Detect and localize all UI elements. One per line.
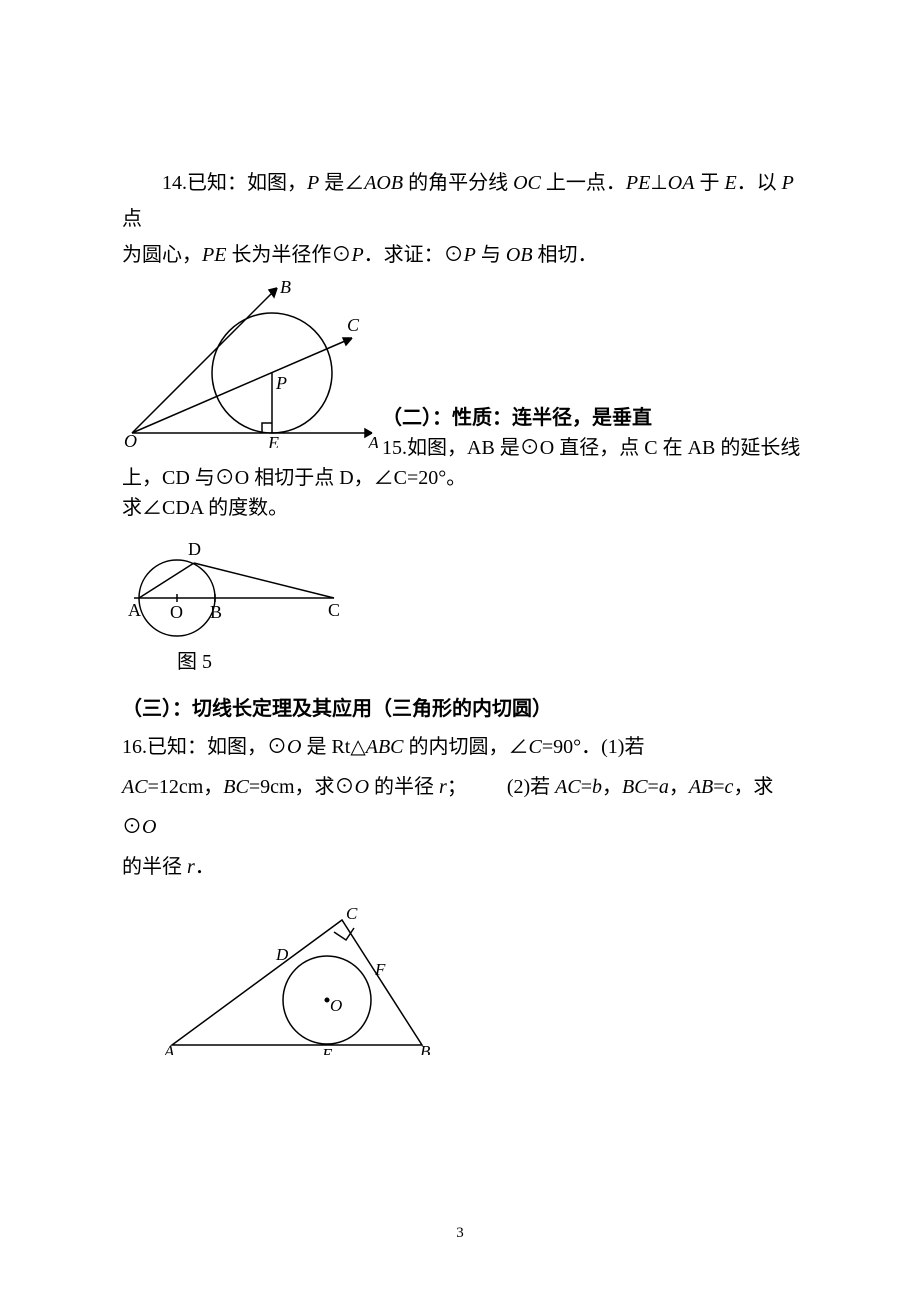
lbl-O: O <box>330 996 342 1015</box>
t: 14.已知：如图， <box>162 172 307 194</box>
lbl-E: E <box>267 433 279 448</box>
q14-line1: 14.已知：如图，P 是∠AOB 的角平分线 OC 上一点．PE⊥OA 于 E．… <box>122 165 802 237</box>
var: a <box>659 776 669 798</box>
var: OC <box>513 172 541 194</box>
fig14-svg: O E A B C P <box>122 273 382 448</box>
q16-line2: AC=12cm，BC=9cm，求⊙O 的半径 r； (2)若 AC=b，BC=a… <box>122 767 802 847</box>
var: AB <box>689 776 713 798</box>
t: ， <box>602 776 622 798</box>
page: 14.已知：如图，P 是∠AOB 的角平分线 OC 上一点．PE⊥OA 于 E．… <box>0 0 920 1302</box>
gap <box>467 776 507 798</box>
var: PE <box>202 244 226 266</box>
section2-and-q15: （二）：性质：连半径，是垂直 15.如图，AB 是⊙O 直径，点 C 在 AB … <box>382 403 802 463</box>
fig14-row: O E A B C P （二）：性质：连半径，是垂直 15.如图，AB 是⊙O … <box>122 273 802 463</box>
fig5: A O B C D 图 5 <box>122 533 802 674</box>
t: 于 <box>694 172 724 194</box>
t: = <box>581 776 592 798</box>
t: ．求证：⊙ <box>364 244 464 266</box>
t: 是∠ <box>319 172 364 194</box>
var: P <box>464 244 476 266</box>
q14-text: 14.已知：如图，P 是∠AOB 的角平分线 OC 上一点．PE⊥OA 于 E．… <box>122 165 802 273</box>
var: r <box>187 856 195 878</box>
lbl-B: B <box>420 1042 431 1055</box>
t: =9cm，求⊙ <box>249 776 355 798</box>
t: =12cm， <box>148 776 224 798</box>
var: BC <box>223 776 249 798</box>
lbl-D: D <box>275 945 289 964</box>
t: 与 <box>476 244 506 266</box>
t: 的角平分线 <box>403 172 513 194</box>
lbl-E: E <box>321 1045 333 1055</box>
section2-title: （二）：性质：连半径，是垂直 <box>382 403 802 433</box>
lbl-O: O <box>124 431 137 448</box>
t: 为圆心， <box>122 244 202 266</box>
var: b <box>592 776 602 798</box>
lbl-F: F <box>374 960 386 979</box>
lbl-C: C <box>347 315 360 335</box>
lbl-A: A <box>128 600 141 620</box>
lbl-P: P <box>275 373 287 393</box>
t: = <box>648 776 659 798</box>
t: 相切． <box>533 244 598 266</box>
var: AOB <box>364 172 403 194</box>
var: P <box>351 244 363 266</box>
var: C <box>529 736 542 758</box>
content-area: 14.已知：如图，P 是∠AOB 的角平分线 OC 上一点．PE⊥OA 于 E．… <box>122 165 802 1060</box>
fig14: O E A B C P <box>122 273 382 453</box>
var: O <box>355 776 369 798</box>
t: ．以 <box>737 172 782 194</box>
t: ． <box>195 856 215 878</box>
t: 16.已知：如图，⊙ <box>122 736 287 758</box>
fig5-caption: 图 5 <box>177 645 802 674</box>
q15-rest: 上，CD 与⊙O 相切于点 D，∠C=20°。 求∠CDA 的度数。 <box>122 463 802 523</box>
t: 的内切圆，∠ <box>404 736 529 758</box>
section3-title: （三）：切线长定理及其应用（三角形的内切圆） <box>122 692 802 721</box>
var: OA <box>668 172 695 194</box>
page-number: 3 <box>0 1225 920 1242</box>
lbl-A: A <box>163 1042 175 1055</box>
var: BC <box>622 776 648 798</box>
lbl-D: D <box>188 539 201 559</box>
t: (2)若 <box>507 776 555 798</box>
q15-line2: 上，CD 与⊙O 相切于点 D，∠C=20°。 <box>122 463 802 493</box>
lbl-C: C <box>346 905 358 923</box>
q15-line1: 15.如图，AB 是⊙O 直径，点 C 在 AB 的延长线 <box>382 433 802 463</box>
var: E <box>724 172 736 194</box>
var: PE <box>626 172 650 194</box>
t: 是 Rt△ <box>301 736 365 758</box>
t: ； <box>447 776 467 798</box>
var: O <box>287 736 301 758</box>
fig16-svg: A B C D F E O <box>162 905 442 1055</box>
var: P <box>307 172 319 194</box>
var: ABC <box>366 736 404 758</box>
t: 的半径 <box>369 776 439 798</box>
t: 点 <box>122 208 142 230</box>
var: r <box>439 776 447 798</box>
fig5-svg: A O B C D <box>122 533 352 638</box>
q16-line1: 16.已知：如图，⊙O 是 Rt△ABC 的内切圆，∠C=90°．(1)若 <box>122 727 802 767</box>
var: P <box>782 172 794 194</box>
lbl-B: B <box>280 277 291 297</box>
lbl-O: O <box>170 602 183 622</box>
lbl-C: C <box>328 600 340 620</box>
q16-text: 16.已知：如图，⊙O 是 Rt△ABC 的内切圆，∠C=90°．(1)若 AC… <box>122 727 802 887</box>
t: =90°．(1)若 <box>542 736 645 758</box>
t: ⊥ <box>650 172 667 194</box>
q14-line2: 为圆心，PE 长为半径作⊙P．求证：⊙P 与 OB 相切． <box>122 237 802 273</box>
lbl-A: A <box>367 433 380 448</box>
lbl-B: B <box>210 602 222 622</box>
var: OB <box>506 244 533 266</box>
t: 长为半径作⊙ <box>226 244 351 266</box>
t: ， <box>669 776 689 798</box>
t: 的半径 <box>122 856 187 878</box>
var: O <box>142 816 156 838</box>
var: AC <box>555 776 581 798</box>
var: AC <box>122 776 148 798</box>
fig16: A B C D F E O <box>162 905 802 1060</box>
q16-line3: 的半径 r． <box>122 847 802 887</box>
q15-line3: 求∠CDA 的度数。 <box>122 493 802 523</box>
t: 上一点． <box>541 172 626 194</box>
t: = <box>713 776 724 798</box>
